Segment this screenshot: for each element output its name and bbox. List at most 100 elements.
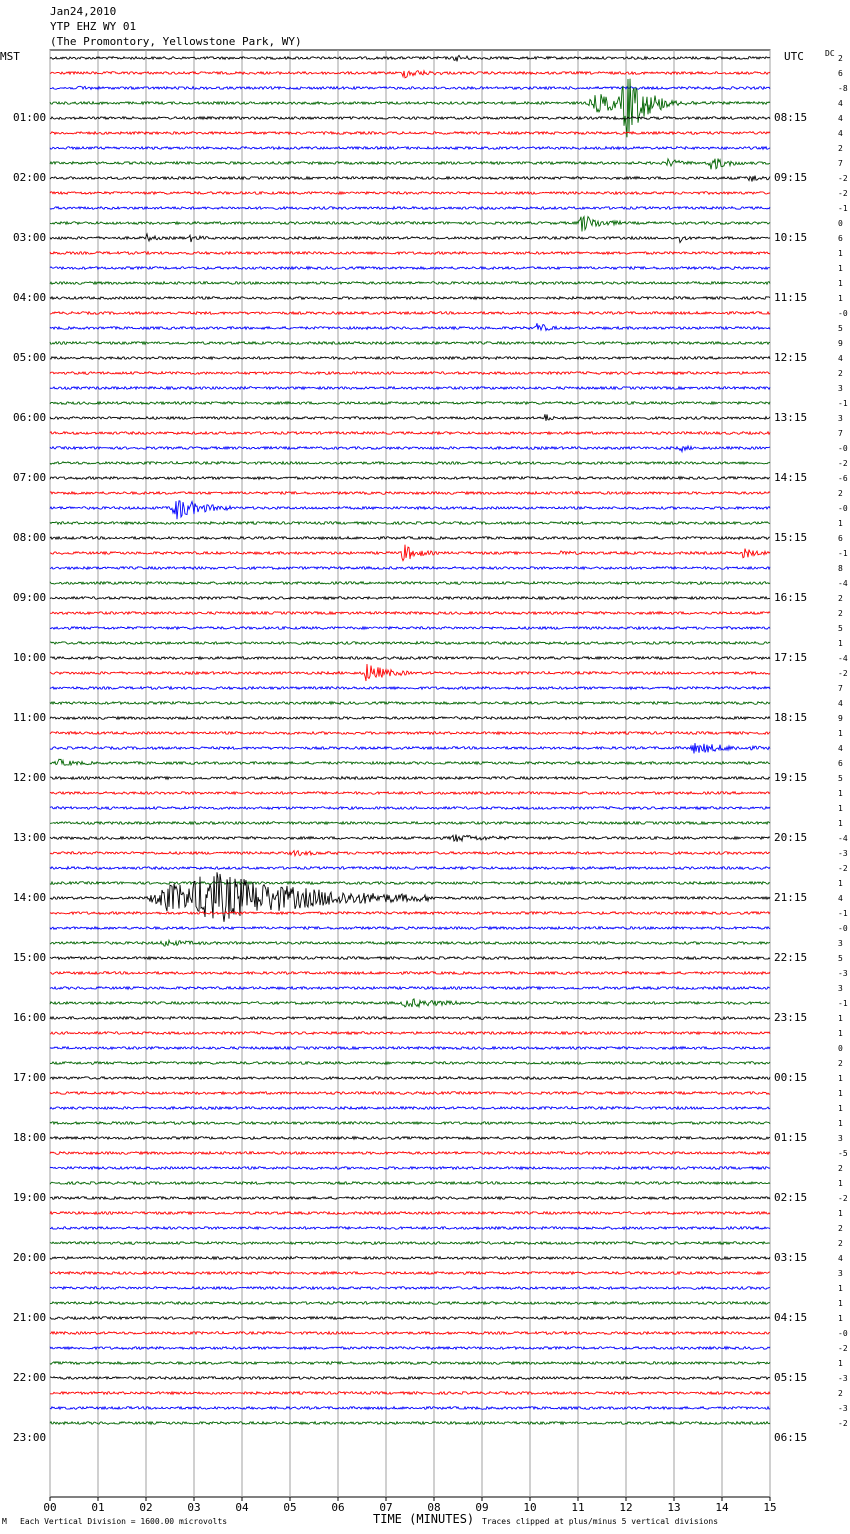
dc-offset-label: -1 xyxy=(838,549,848,558)
trace-64 xyxy=(49,1015,771,1021)
dc-offset-label: -1 xyxy=(838,909,848,918)
trace-15 xyxy=(49,280,771,286)
dc-offset-label: 7 xyxy=(838,684,843,693)
dc-offset-label: 1 xyxy=(838,279,843,288)
station-location: (The Promontory, Yellowstone Park, WY) xyxy=(50,35,302,48)
dc-offset-label: 2 xyxy=(838,1239,843,1248)
dc-offset-label: 7 xyxy=(838,159,843,168)
dc-offset-label: 3 xyxy=(838,1134,843,1143)
dc-offset-label: -0 xyxy=(838,1329,848,1338)
dc-offset-label: 1 xyxy=(838,789,843,798)
dc-offset-label: 2 xyxy=(838,369,843,378)
x-tick-label: 13 xyxy=(667,1501,681,1514)
dc-offset-label: 2 xyxy=(838,1059,843,1068)
dc-offset-label: -4 xyxy=(838,834,848,843)
trace-2 xyxy=(49,85,771,91)
trace-76 xyxy=(49,1195,771,1201)
x-tick-label: 08 xyxy=(427,1501,441,1514)
trace-85 xyxy=(49,1330,771,1336)
utc-hour-label: 14:15 xyxy=(774,471,808,484)
dc-offset-label: 3 xyxy=(838,414,843,423)
dc-offset-label: 5 xyxy=(838,774,843,783)
trace-38 xyxy=(49,625,771,631)
dc-offset-label: 2 xyxy=(838,594,843,603)
dc-offset-label: -2 xyxy=(838,1419,848,1428)
x-tick-label: 07 xyxy=(379,1501,393,1514)
dc-offset-label: 6 xyxy=(838,69,843,78)
trace-84 xyxy=(49,1315,771,1321)
trace-33 xyxy=(49,544,771,562)
trace-21 xyxy=(49,370,771,376)
dc-offset-label: 5 xyxy=(838,324,843,333)
trace-20 xyxy=(49,355,771,361)
dc-offset-label: 9 xyxy=(838,339,843,348)
trace-4 xyxy=(49,115,771,121)
trace-37 xyxy=(49,610,771,616)
trace-32 xyxy=(49,535,770,541)
x-tick-label: 12 xyxy=(619,1501,633,1514)
trace-59 xyxy=(49,938,771,947)
mst-hour-label: 13:00 xyxy=(13,831,47,844)
mst-hour-label: 08:00 xyxy=(13,531,47,544)
trace-61 xyxy=(49,970,771,976)
mst-hour-label: 18:00 xyxy=(13,1131,47,1144)
utc-hour-label: 11:15 xyxy=(774,291,808,304)
trace-14 xyxy=(49,265,771,271)
dc-offset-label: 2 xyxy=(838,54,843,63)
utc-hour-label: 04:15 xyxy=(774,1311,808,1324)
mst-hour-label: 21:00 xyxy=(13,1311,47,1324)
dc-offset-label: -4 xyxy=(838,654,848,663)
dc-offset-label: 4 xyxy=(838,699,843,708)
trace-31 xyxy=(49,520,771,526)
utc-hour-label: 00:15 xyxy=(774,1071,808,1084)
dc-offset-label: 1 xyxy=(838,879,843,888)
dc-offset-label: 1 xyxy=(838,1359,843,1368)
x-tick-label: 02 xyxy=(139,1501,153,1514)
x-tick-label: 09 xyxy=(475,1501,489,1514)
trace-71 xyxy=(49,1120,771,1126)
trace-69 xyxy=(49,1090,771,1096)
trace-16 xyxy=(49,295,771,301)
dc-offset-label: -0 xyxy=(838,924,848,933)
x-tick-label: 04 xyxy=(235,1501,249,1514)
dc-offset-label: -2 xyxy=(838,1194,848,1203)
dc-offset-label: 4 xyxy=(838,129,843,138)
dc-offset-label: -1 xyxy=(838,999,848,1008)
trace-19 xyxy=(49,340,771,346)
scale-note: Each Vertical Division = 1600.00 microvo… xyxy=(20,1517,228,1526)
trace-56 xyxy=(49,872,771,922)
clip-note: Traces clipped at plus/minus 5 vertical … xyxy=(482,1517,719,1526)
trace-36 xyxy=(49,595,771,601)
x-tick-label: 05 xyxy=(283,1501,297,1514)
trace-5 xyxy=(49,130,771,136)
dc-offset-label: 3 xyxy=(838,984,843,993)
trace-1 xyxy=(49,69,771,79)
trace-18 xyxy=(49,323,771,332)
plot-date: Jan24,2010 xyxy=(50,5,117,18)
dc-offset-label: 2 xyxy=(838,1164,843,1173)
dc-offset-label: 0 xyxy=(838,1044,843,1053)
trace-47 xyxy=(49,758,771,767)
mst-hour-label: 17:00 xyxy=(13,1071,47,1084)
dc-offset-label: 1 xyxy=(838,729,843,738)
x-tick-label: 00 xyxy=(43,1501,57,1514)
dc-offset-label: 1 xyxy=(838,1104,843,1113)
mst-hour-label: 15:00 xyxy=(13,951,47,964)
dc-offset-label: -2 xyxy=(838,189,848,198)
trace-39 xyxy=(50,640,771,646)
trace-7 xyxy=(49,157,771,170)
utc-hour-label: 18:15 xyxy=(774,711,808,724)
trace-88 xyxy=(49,1375,771,1381)
trace-79 xyxy=(49,1240,770,1246)
trace-51 xyxy=(50,820,771,826)
utc-hour-label: 08:15 xyxy=(774,111,808,124)
dc-offset-label: 9 xyxy=(838,714,843,723)
trace-62 xyxy=(49,985,770,991)
trace-0 xyxy=(49,54,771,62)
trace-83 xyxy=(49,1300,770,1306)
trace-91 xyxy=(49,1420,771,1426)
mst-label: MST xyxy=(0,50,20,63)
dc-offset-label: 1 xyxy=(838,1119,843,1128)
mst-hour-label: 09:00 xyxy=(13,591,47,604)
